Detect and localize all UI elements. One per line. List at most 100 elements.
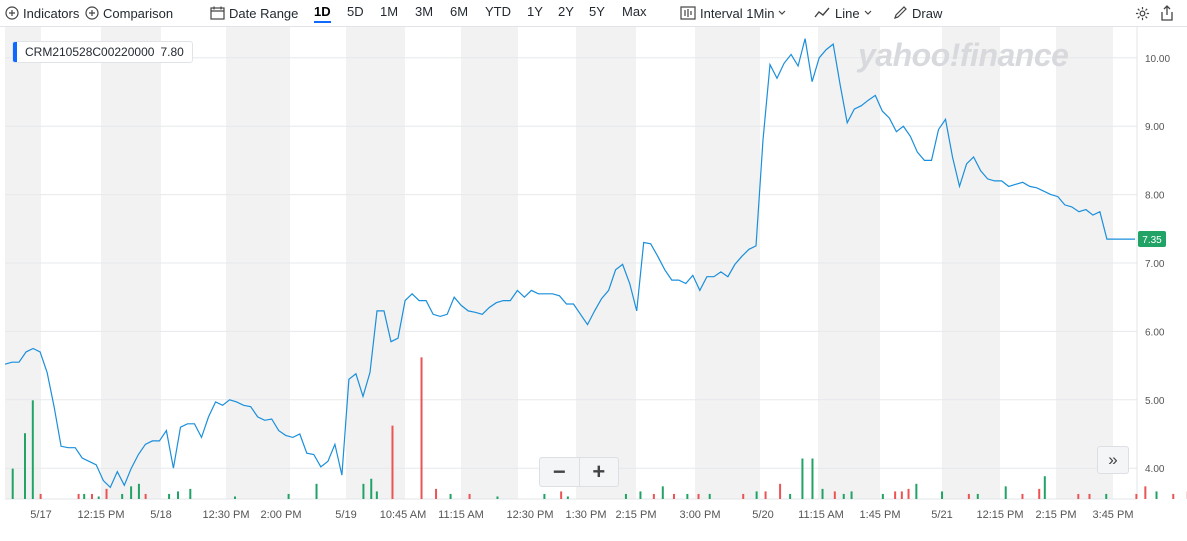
range-tab-1y[interactable]: 1Y (527, 4, 543, 19)
interval-label: Interval (700, 6, 743, 21)
range-tab-3m[interactable]: 3M (415, 4, 433, 19)
range-tab-2y[interactable]: 2Y (558, 4, 574, 19)
volume-bar (189, 489, 191, 499)
indicators-label: Indicators (23, 6, 79, 21)
expand-button[interactable]: » (1097, 446, 1129, 474)
volume-bar (915, 484, 917, 499)
volume-bar (779, 484, 781, 499)
volume-bar (1135, 494, 1137, 499)
x-tick-label: 12:30 PM (202, 509, 249, 521)
volume-bar (450, 494, 452, 499)
volume-bar (673, 494, 675, 499)
chart-toolbar: Indicators Comparison Date Range 1D 5D 1M 3… (0, 0, 1187, 27)
volume-bar (843, 494, 845, 499)
volume-bar (653, 494, 655, 499)
x-tick-label: 12:15 PM (976, 509, 1023, 521)
x-tick-label: 2:15 PM (616, 509, 657, 521)
y-tick-label: 9.00 (1145, 122, 1165, 133)
volume-bar (496, 496, 498, 499)
draw-label: Draw (912, 6, 942, 21)
x-tick-label: 2:15 PM (1036, 509, 1077, 521)
volume-bar (1077, 494, 1079, 499)
volume-bar (908, 489, 910, 499)
chevron-down-icon (863, 9, 873, 17)
x-tick-label: 10:45 AM (380, 509, 426, 521)
volume-bar (1088, 494, 1090, 499)
volume-bar (894, 491, 896, 499)
volume-bar (834, 491, 836, 499)
indicators-button[interactable]: Indicators (5, 4, 79, 22)
y-tick-label: 4.00 (1145, 464, 1165, 475)
x-tick-label: 11:15 AM (798, 509, 844, 521)
zoom-in-button[interactable]: + (580, 458, 619, 486)
volume-bar (698, 494, 700, 499)
volume-bar (709, 494, 711, 499)
volume-bar (138, 484, 140, 499)
volume-bar (91, 494, 93, 499)
range-tab-max[interactable]: Max (622, 4, 647, 19)
y-tick-label: 7.00 (1145, 259, 1165, 270)
volume-bar (391, 426, 393, 499)
volume-bar (639, 491, 641, 499)
y-tick-label: 5.00 (1145, 396, 1165, 407)
calendar-icon (210, 6, 225, 20)
volume-bar (851, 491, 853, 499)
candle-icon (680, 6, 696, 20)
volume-bar (662, 486, 664, 499)
gear-icon[interactable] (1135, 6, 1150, 21)
volume-bar (789, 494, 791, 499)
chart-type-label: Line (835, 6, 860, 21)
volume-bar (168, 494, 170, 499)
x-tick-label: 11:15 AM (438, 509, 484, 521)
volume-bar (1156, 491, 1158, 499)
legend-symbol: CRM210528C00220000 (25, 42, 154, 62)
interval-button[interactable]: Interval 1Min (680, 4, 787, 22)
yahoo-finance-logo: yahoo!finance (858, 37, 1068, 74)
range-tab-6m[interactable]: 6M (450, 4, 468, 19)
volume-bar (288, 494, 290, 499)
x-tick-label: 1:30 PM (566, 509, 607, 521)
volume-bar (376, 491, 378, 499)
range-tab-1m[interactable]: 1M (380, 4, 398, 19)
volume-bar (567, 496, 569, 499)
volume-bar (1038, 489, 1040, 499)
x-tick-label: 2:00 PM (261, 509, 302, 521)
x-tick-label: 12:30 PM (506, 509, 553, 521)
chevron-down-icon (777, 9, 787, 17)
series-legend[interactable]: CRM210528C00220000 7.80 (12, 41, 193, 63)
volume-bar (234, 496, 236, 499)
volume-bar (106, 489, 108, 499)
pencil-icon (893, 6, 908, 20)
volume-bar (370, 479, 372, 499)
share-icon[interactable] (1160, 5, 1174, 21)
date-range-label: Date Range (229, 6, 298, 21)
volume-bar (12, 469, 14, 499)
last-price-label: 7.35 (1142, 235, 1162, 246)
volume-bar (941, 491, 943, 499)
range-tab-5d[interactable]: 5D (347, 4, 364, 19)
legend-value: 7.80 (160, 42, 183, 62)
volume-bar (1172, 494, 1174, 499)
chart-type-button[interactable]: Line (814, 4, 873, 22)
volume-bar (801, 459, 803, 499)
range-tab-ytd[interactable]: YTD (485, 4, 511, 19)
volume-bar (121, 494, 123, 499)
x-tick-label: 5/18 (150, 509, 171, 521)
volume-bar (1144, 486, 1146, 499)
date-range-button[interactable]: Date Range (210, 4, 298, 22)
comparison-button[interactable]: Comparison (85, 4, 173, 22)
volume-bar (316, 484, 318, 499)
volume-bar (742, 494, 744, 499)
zoom-controls: − + (539, 457, 619, 487)
draw-button[interactable]: Draw (893, 4, 942, 22)
volume-bar (83, 494, 85, 499)
y-tick-label: 8.00 (1145, 191, 1165, 202)
x-tick-label: 1:45 PM (860, 509, 901, 521)
range-tab-5y[interactable]: 5Y (589, 4, 605, 19)
line-chart-icon (814, 7, 831, 19)
zoom-out-button[interactable]: − (540, 458, 580, 486)
volume-bar (32, 400, 34, 499)
range-tab-1d[interactable]: 1D (314, 4, 331, 19)
volume-bar (811, 459, 813, 499)
volume-bar (421, 357, 423, 499)
